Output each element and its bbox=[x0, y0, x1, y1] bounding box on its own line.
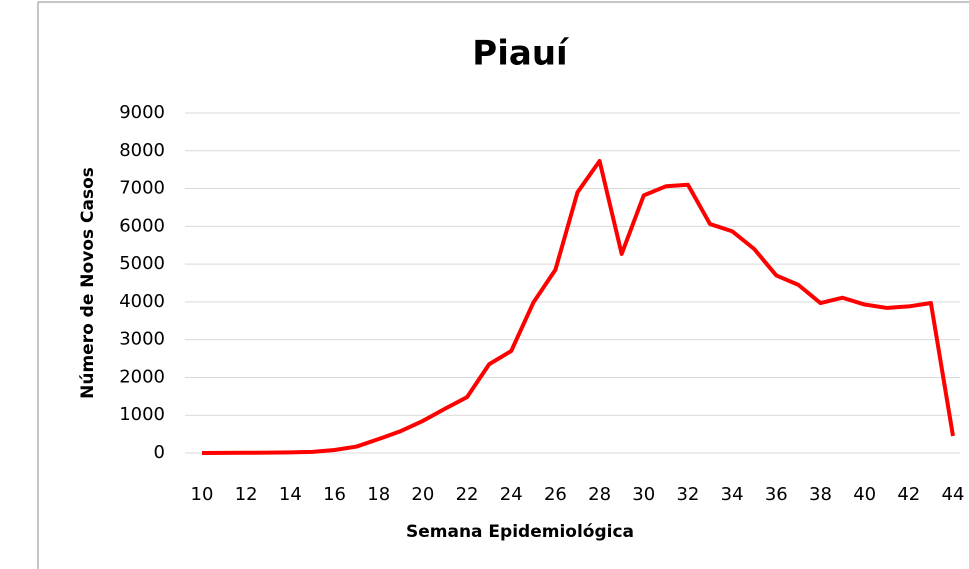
x-axis-label: Semana Epidemiológica bbox=[406, 522, 634, 542]
y-tick-label: 7000 bbox=[119, 178, 165, 199]
y-tick-label: 8000 bbox=[119, 140, 165, 161]
x-tick-label: 24 bbox=[500, 484, 523, 505]
x-tick-label: 20 bbox=[411, 484, 434, 505]
y-tick-label: 2000 bbox=[119, 366, 165, 387]
x-tick-label: 10 bbox=[191, 484, 214, 505]
x-tick-label: 30 bbox=[632, 484, 655, 505]
y-tick-label: 0 bbox=[154, 442, 165, 463]
x-tick-label: 14 bbox=[279, 484, 302, 505]
x-tick-label: 34 bbox=[721, 484, 744, 505]
y-tick-label: 6000 bbox=[119, 215, 165, 236]
x-tick-label: 26 bbox=[544, 484, 567, 505]
x-tick-label: 12 bbox=[235, 484, 258, 505]
x-tick-label: 22 bbox=[456, 484, 479, 505]
y-tick-label: 4000 bbox=[119, 291, 165, 312]
x-tick-label: 32 bbox=[676, 484, 699, 505]
x-tick-label: 18 bbox=[367, 484, 390, 505]
x-tick-label: 36 bbox=[765, 484, 788, 505]
x-tick-label: 40 bbox=[853, 484, 876, 505]
x-tick-label: 16 bbox=[323, 484, 346, 505]
y-tick-label: 1000 bbox=[119, 404, 165, 425]
chart-title: Piauí bbox=[472, 34, 570, 74]
y-tick-label: 3000 bbox=[119, 329, 165, 350]
x-tick-label: 28 bbox=[588, 484, 611, 505]
x-tick-label: 38 bbox=[809, 484, 832, 505]
y-tick-label: 9000 bbox=[119, 102, 165, 123]
y-axis-label: Número de Novos Casos bbox=[78, 167, 98, 399]
data-line bbox=[201, 158, 955, 455]
x-tick-label: 42 bbox=[897, 484, 920, 505]
y-tick-label: 5000 bbox=[119, 253, 165, 274]
x-tick-label: 44 bbox=[942, 484, 965, 505]
